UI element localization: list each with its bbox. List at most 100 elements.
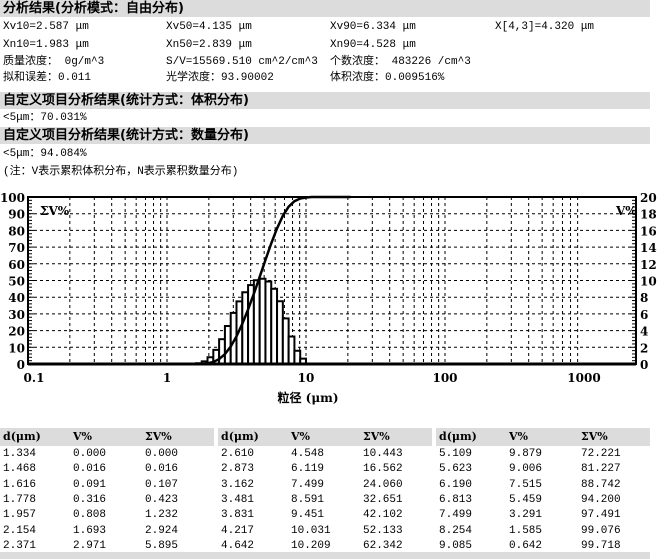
x-tick-label: 10	[298, 371, 315, 385]
x-axis-label: 粒径 (μm)	[277, 390, 338, 405]
table-cell: 81.227	[581, 463, 621, 476]
table-cell: 62.342	[363, 539, 403, 552]
y-right-tick-label: 10	[640, 275, 657, 289]
table-cell: 0.642	[509, 539, 543, 552]
table-cell: 1.585	[509, 524, 543, 537]
y-right-tick-label: 20	[640, 191, 657, 205]
table-cell: 9.879	[509, 448, 543, 460]
table-cell: 10.209	[291, 539, 331, 552]
table-cell: 5.109	[439, 448, 473, 460]
y-right-tick-label: 2	[640, 341, 648, 355]
custom-volume-value: <5μm：70.031%	[3, 112, 87, 124]
legend-note: (注：V表示累积体积分布，N表示累积数量分布)	[3, 166, 239, 178]
y-left-tick-label: 60	[8, 258, 25, 272]
x-tick-label: 1000	[567, 371, 600, 385]
column-header: d(μm)	[439, 430, 477, 443]
y-right-tick-label: 8	[640, 291, 648, 305]
column-header: V%	[291, 430, 310, 443]
xn50: Xn50=2.839 μm	[166, 39, 252, 51]
volume-concentration: 体积浓度：0.009516%	[330, 72, 445, 84]
table-cell: 1.334	[3, 448, 37, 460]
xv10: Xv10=2.587 μm	[3, 21, 89, 33]
y-right-tick-label: 0	[640, 358, 648, 372]
table-cell: 7.499	[439, 509, 473, 522]
y-right-tick-label: 16	[640, 224, 657, 238]
y-right-tick-label: 18	[640, 208, 657, 222]
xn10: Xn10=1.983 μm	[3, 39, 89, 51]
column-header: ΣV%	[581, 430, 608, 443]
y-right-tick-label: 6	[640, 308, 648, 322]
table-footer-bar	[0, 552, 650, 559]
table-cell: 99.718	[581, 539, 621, 552]
y-left-tick-label: 100	[0, 191, 25, 205]
table-cell: 88.742	[581, 478, 621, 491]
y-left-tick-label: 0	[17, 358, 25, 372]
table-cell: 0.000	[145, 448, 179, 460]
table-cell: 97.491	[581, 509, 621, 522]
table-cell: 5.895	[145, 539, 179, 552]
y-left-axis-label: ΣV%	[40, 204, 70, 218]
table-cell: 16.562	[363, 463, 403, 476]
x43: X[4,3]=4.320 μm	[495, 21, 595, 33]
table-cell: 10.443	[363, 448, 403, 460]
y-left-tick-label: 50	[8, 275, 25, 289]
table-cell: 7.499	[291, 478, 325, 491]
table-cell: 0.107	[145, 478, 179, 491]
table-cell: 32.651	[363, 493, 403, 506]
custom-number-header: 自定义项目分析结果(统计方式：数量分布)	[0, 127, 650, 144]
x-tick-label: 100	[432, 371, 457, 385]
y-left-tick-label: 20	[8, 325, 25, 339]
mass-concentration: 质量浓度： 0g/m^3	[3, 56, 105, 68]
table-cell: 2.924	[145, 524, 179, 537]
table-cell: 52.133	[363, 524, 403, 537]
y-left-tick-label: 30	[8, 308, 25, 322]
table-cell: 3.291	[509, 509, 543, 522]
table-cell: 0.423	[145, 493, 179, 506]
table-cell: 2.971	[73, 539, 107, 552]
table-cell: 3.162	[221, 478, 255, 491]
table-cell: 0.316	[73, 493, 107, 506]
table-cell: 5.459	[509, 493, 543, 506]
table-cell: 6.190	[439, 478, 473, 491]
table-cell: 1.693	[73, 524, 107, 537]
table-cell: 0.091	[73, 478, 107, 491]
y-left-tick-label: 40	[8, 291, 25, 305]
x-tick-label: 0.1	[24, 371, 45, 385]
table-cell: 2.610	[221, 448, 255, 460]
table-cell: 0.016	[73, 463, 107, 476]
table-header: d(μm) V% ΣV%	[436, 428, 650, 446]
xn90: Xn90=4.528 μm	[330, 39, 416, 51]
custom-volume-header: 自定义项目分析结果(统计方式：体积分布)	[0, 92, 650, 109]
table-cell: 1.616	[3, 478, 37, 491]
column-header: V%	[509, 430, 528, 443]
y-left-tick-label: 80	[8, 224, 25, 238]
number-concentration: 个数浓度： 483226 /cm^3	[330, 56, 471, 68]
y-left-tick-label: 10	[8, 341, 25, 355]
y-left-tick-label: 70	[8, 241, 25, 255]
y-right-tick-label: 4	[640, 325, 648, 339]
table-cell: 9.085	[439, 539, 473, 552]
table-cell: 4.642	[221, 539, 255, 552]
table-cell: 3.481	[221, 493, 255, 506]
table-cell: 42.102	[363, 509, 403, 522]
particle-size-chart: 0102030405060708090100024681012141618200…	[0, 191, 657, 405]
table-cell: 1.232	[145, 509, 179, 522]
y-left-tick-label: 90	[8, 208, 25, 222]
table-cell: 10.031	[291, 524, 331, 537]
table-cell: 1.957	[3, 509, 37, 522]
custom-number-value: <5μm：94.084%	[3, 148, 87, 160]
y-right-tick-label: 14	[640, 241, 657, 255]
table-cell: 1.468	[3, 463, 37, 476]
column-header: ΣV%	[145, 430, 172, 443]
table-cell: 7.515	[509, 478, 543, 491]
xv90: Xv90=6.334 μm	[330, 21, 416, 33]
table-cell: 3.831	[221, 509, 255, 522]
table-header: d(μm) V% ΣV%	[0, 428, 214, 446]
table-cell: 0.016	[145, 463, 179, 476]
column-header: ΣV%	[363, 430, 390, 443]
table-cell: 9.006	[509, 463, 543, 476]
table-cell: 8.254	[439, 524, 473, 537]
table-cell: 9.451	[291, 509, 325, 522]
table-cell: 0.000	[73, 448, 107, 460]
table-cell: 5.623	[439, 463, 473, 476]
